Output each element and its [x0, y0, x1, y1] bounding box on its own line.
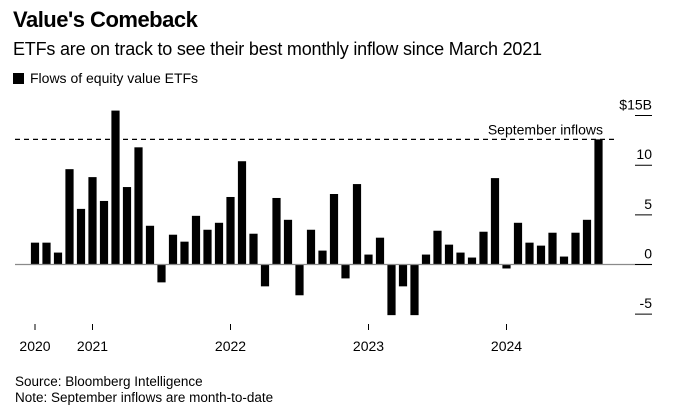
bar: [260, 264, 270, 287]
x-tick-label: 2020: [19, 338, 50, 354]
x-tick-label: 2023: [353, 338, 384, 354]
bar: [318, 250, 327, 265]
y-axis: $15B 10 5 0 -5: [619, 97, 652, 315]
bar: [30, 242, 40, 265]
x-tick-label: 2021: [77, 338, 108, 354]
bar: [594, 139, 603, 265]
bar: [559, 256, 569, 265]
bar: [513, 222, 523, 265]
bar: [42, 242, 51, 265]
y-tick-label: 5: [644, 196, 652, 212]
y-tick-label: $15B: [619, 97, 652, 113]
bar: [375, 237, 385, 265]
bar: [191, 215, 201, 265]
bar: [490, 178, 500, 265]
bar: [214, 222, 224, 265]
bar: [283, 219, 293, 265]
bar: [76, 208, 86, 265]
reference-line-label: September inflows: [488, 121, 603, 137]
bar: [548, 232, 557, 265]
bar: [525, 242, 534, 265]
bar: [53, 252, 63, 265]
bar: [111, 110, 120, 265]
bar: [456, 252, 465, 265]
bar: [180, 241, 189, 265]
bar: [364, 254, 373, 265]
bar: [571, 232, 580, 265]
chart-subtitle: ETFs are on track to see their best mont…: [13, 39, 542, 59]
bar: [88, 177, 97, 265]
legend: Flows of equity value ETFs: [13, 70, 198, 86]
bar: [203, 229, 212, 265]
bar: [352, 184, 362, 265]
y-tick-label: 0: [644, 246, 652, 262]
y-tick-label: -5: [640, 295, 653, 311]
bar: [329, 194, 339, 265]
legend-label: Flows of equity value ETFs: [30, 70, 199, 86]
bar: [582, 219, 592, 265]
bar: [134, 147, 143, 265]
source-note: Source: Bloomberg Intelligence: [15, 374, 203, 389]
y-tick-label: 10: [636, 146, 652, 162]
x-axis: 2020 2021 2022 2023 2024: [19, 324, 522, 354]
bar: [237, 161, 247, 265]
bar: [341, 264, 350, 279]
bar: [306, 229, 316, 265]
x-tick-label: 2024: [491, 338, 522, 354]
bar: [421, 254, 431, 265]
bar: [387, 264, 396, 316]
bar: [433, 230, 442, 265]
bar: [398, 264, 408, 287]
bars-group: [30, 110, 603, 316]
bar: [444, 244, 454, 265]
bar: [157, 264, 166, 283]
x-tick-label: 2022: [215, 338, 246, 354]
bar: [226, 196, 235, 265]
bar: [249, 233, 258, 265]
bar: [536, 245, 546, 265]
bar: [122, 187, 132, 265]
bar: [65, 169, 74, 265]
bar: [479, 231, 488, 265]
bar: [410, 264, 419, 316]
bar: [467, 257, 477, 265]
legend-swatch: [13, 72, 24, 84]
bar: [145, 225, 155, 265]
footnote: Note: September inflows are month-to-dat…: [15, 390, 274, 405]
bar: [168, 234, 178, 265]
bar: [99, 200, 109, 265]
bar: [295, 264, 304, 296]
bar: [502, 264, 511, 269]
bar: [272, 197, 281, 265]
chart-title: Value's Comeback: [13, 7, 198, 32]
